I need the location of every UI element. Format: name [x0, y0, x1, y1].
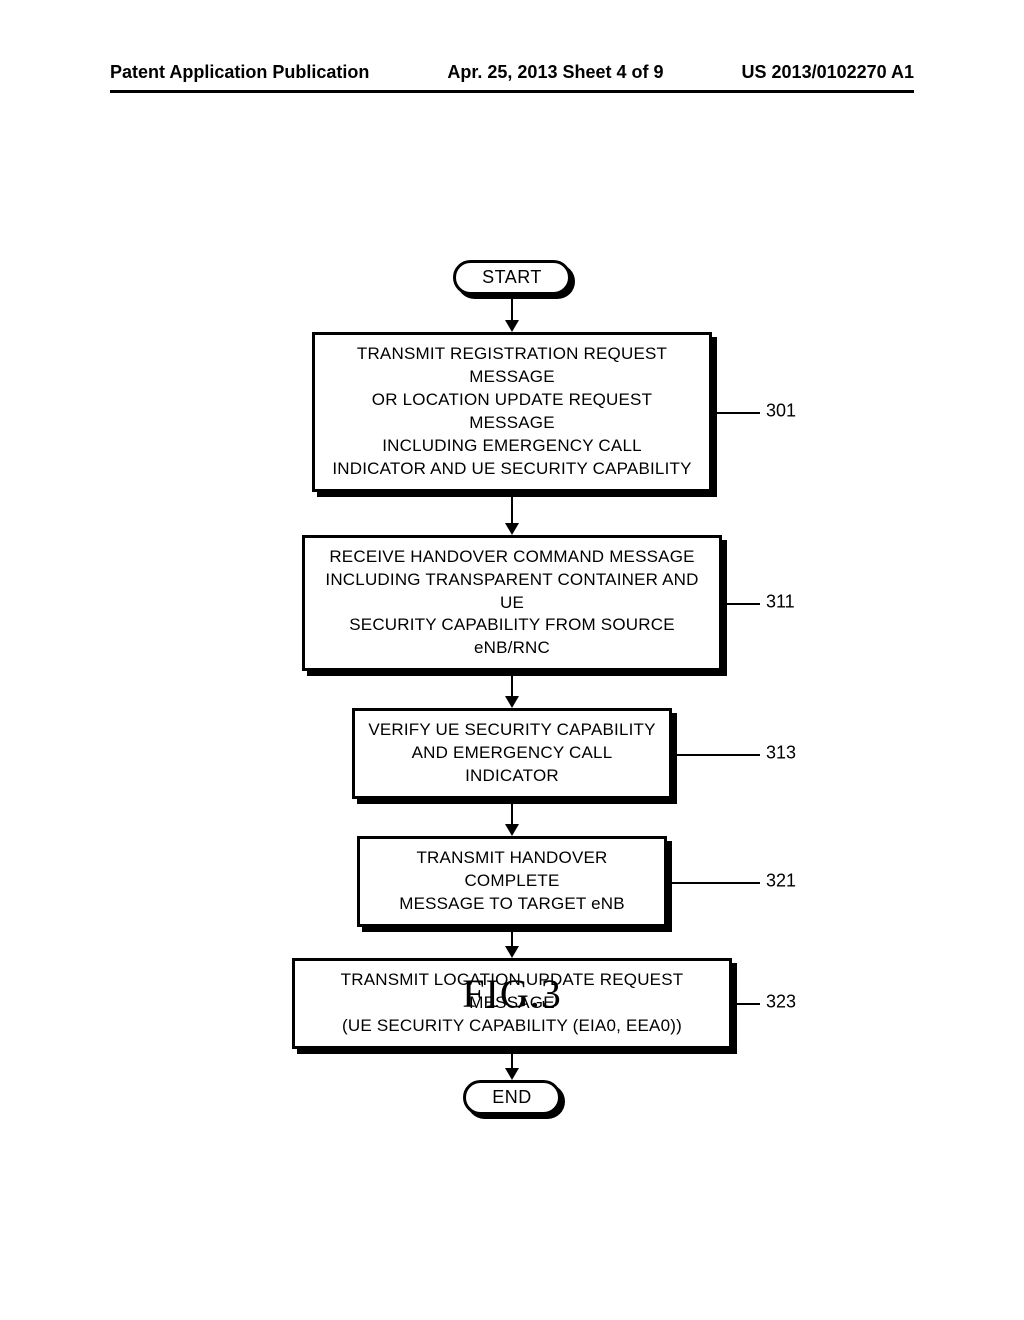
start-terminal: START	[453, 260, 571, 295]
leader-line	[722, 603, 760, 605]
step-label: 321	[766, 870, 796, 891]
flow-arrow	[505, 671, 519, 708]
header-right: US 2013/0102270 A1	[742, 62, 914, 83]
header-center: Apr. 25, 2013 Sheet 4 of 9	[447, 62, 663, 83]
flow-arrow	[505, 927, 519, 958]
figure-caption: FIG.3	[0, 970, 1024, 1017]
step-label: 311	[766, 591, 795, 612]
header-left: Patent Application Publication	[110, 62, 369, 83]
flow-step: RECEIVE HANDOVER COMMAND MESSAGEINCLUDIN…	[302, 535, 722, 672]
end-terminal: END	[463, 1080, 561, 1115]
page-header: Patent Application Publication Apr. 25, …	[0, 62, 1024, 89]
flow-step: TRANSMIT HANDOVER COMPLETEMESSAGE TO TAR…	[357, 836, 667, 927]
leader-line	[667, 882, 760, 884]
step-label: 313	[766, 742, 796, 763]
flow-arrow	[505, 799, 519, 836]
flow-arrow	[505, 295, 519, 332]
leader-line	[672, 754, 760, 756]
flow-arrow	[505, 1049, 519, 1080]
page: Patent Application Publication Apr. 25, …	[0, 0, 1024, 1320]
leader-line	[712, 412, 760, 414]
flow-step: VERIFY UE SECURITY CAPABILITYAND EMERGEN…	[352, 708, 672, 799]
flow-step: TRANSMIT REGISTRATION REQUEST MESSAGEOR …	[312, 332, 712, 492]
header-rule	[110, 90, 914, 93]
step-label: 301	[766, 400, 796, 421]
flow-arrow	[505, 492, 519, 535]
